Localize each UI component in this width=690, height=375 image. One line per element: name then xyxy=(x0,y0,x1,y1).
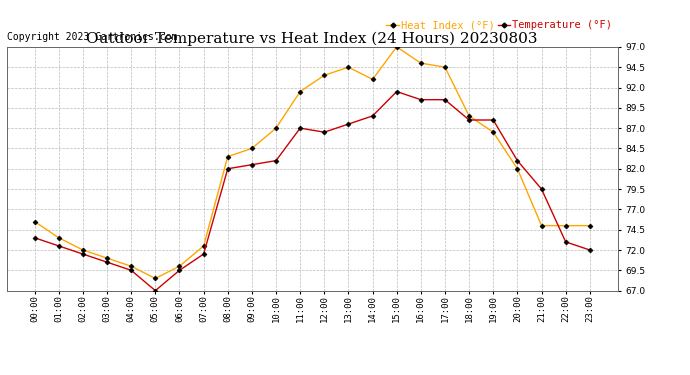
Legend: Heat Index (°F), Temperature (°F): Heat Index (°F), Temperature (°F) xyxy=(386,20,612,30)
Text: Copyright 2023 Cartronics.com: Copyright 2023 Cartronics.com xyxy=(7,32,177,42)
Title: Outdoor Temperature vs Heat Index (24 Hours) 20230803: Outdoor Temperature vs Heat Index (24 Ho… xyxy=(86,32,538,46)
